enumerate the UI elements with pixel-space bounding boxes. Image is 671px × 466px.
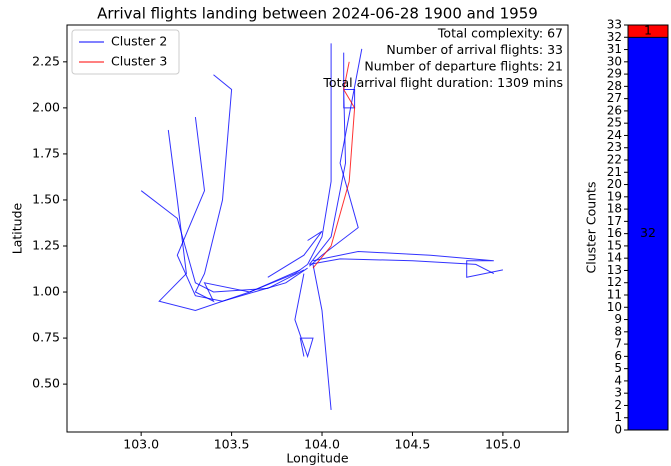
flight-track — [294, 273, 314, 359]
y-tick-label: 1.50 — [32, 191, 60, 206]
x-tick-label: 104.5 — [395, 437, 431, 452]
y-tick-label: 1.75 — [32, 145, 60, 160]
y-tick-label: 17 — [607, 214, 622, 228]
y-tick-label: 26 — [607, 103, 622, 117]
y-tick-label: 28 — [607, 79, 622, 93]
y-tick-label: 32 — [607, 30, 622, 44]
bar-frame — [627, 24, 669, 431]
flight-track — [309, 48, 363, 267]
x-tick-label: 103.0 — [123, 437, 159, 452]
flight-track — [309, 258, 495, 275]
y-tick-label: 8 — [614, 324, 622, 338]
y-tick-label: 20 — [607, 177, 622, 191]
y-tick-label: 16 — [607, 226, 622, 240]
y-tick-label: 23 — [607, 140, 622, 154]
y-axis-label: Cluster Counts — [584, 182, 599, 274]
x-tick-label: 105.0 — [485, 437, 521, 452]
y-tick-label: 4 — [614, 373, 622, 387]
y-tick-label: 1.00 — [32, 284, 60, 299]
flight-track — [140, 190, 305, 293]
annotation: Number of arrival flights: 33 — [386, 42, 563, 57]
flight-track — [307, 43, 332, 265]
y-tick-label: 9 — [614, 312, 622, 326]
bar-value-label: 32 — [640, 225, 656, 240]
y-tick-label: 14 — [607, 251, 622, 265]
y-tick-label: 19 — [607, 189, 622, 203]
y-tick-label: 10 — [607, 300, 622, 314]
flight-track — [312, 61, 356, 269]
y-tick-label: 27 — [607, 91, 622, 105]
legend-label: Cluster 3 — [111, 54, 167, 69]
y-tick-label: 24 — [607, 128, 622, 142]
y-tick-label: 13 — [607, 263, 622, 277]
y-tick-label: 0.50 — [32, 376, 60, 391]
y-tick-label: 7 — [614, 337, 622, 351]
x-axis-label: Longitude — [286, 451, 348, 466]
y-axis-label: Latitude — [10, 202, 25, 254]
flight-track — [158, 129, 301, 312]
y-tick-label: 11 — [607, 288, 622, 302]
y-tick-label: 6 — [614, 349, 622, 363]
annotation: Total complexity: 67 — [437, 26, 563, 41]
y-tick-label: 2.00 — [32, 99, 60, 114]
y-tick-label: 18 — [607, 202, 622, 216]
flight-track — [312, 250, 504, 278]
flight-track — [194, 74, 308, 303]
y-tick-label: 21 — [607, 165, 622, 179]
y-tick-label: 5 — [614, 361, 622, 375]
annotation: Number of departure flights: 21 — [364, 59, 563, 74]
flight-track — [312, 264, 332, 410]
flight-track — [309, 52, 356, 265]
y-tick-label: 2 — [614, 398, 622, 412]
flight-track — [267, 230, 323, 278]
x-tick-label: 103.5 — [214, 437, 250, 452]
x-tick-label: 104.0 — [304, 437, 340, 452]
y-tick-label: 15 — [607, 238, 622, 252]
chart-title: Arrival flights landing between 2024-06-… — [97, 5, 538, 23]
legend-box — [71, 29, 180, 75]
y-tick-label: 2.25 — [32, 53, 60, 68]
bar-value-label: 1 — [644, 23, 652, 38]
y-tick-label: 29 — [607, 67, 622, 81]
y-tick-label: 25 — [607, 116, 622, 130]
legend-label: Cluster 2 — [111, 34, 167, 49]
y-tick-label: 1 — [614, 410, 622, 424]
flight-track — [176, 117, 308, 302]
bar-segment — [627, 36, 669, 431]
plot-frame — [66, 24, 569, 433]
annotation: Total arrival flight duration: 1309 mins — [322, 75, 563, 90]
y-tick-label: 0 — [614, 423, 622, 437]
y-tick-label: 30 — [607, 54, 622, 68]
y-tick-label: 33 — [607, 18, 622, 32]
y-tick-label: 12 — [607, 275, 622, 289]
y-tick-label: 3 — [614, 386, 622, 400]
y-tick-label: 0.75 — [32, 330, 60, 345]
y-tick-label: 31 — [607, 42, 622, 56]
y-tick-label: 1.25 — [32, 237, 60, 252]
y-tick-label: 22 — [607, 153, 622, 167]
